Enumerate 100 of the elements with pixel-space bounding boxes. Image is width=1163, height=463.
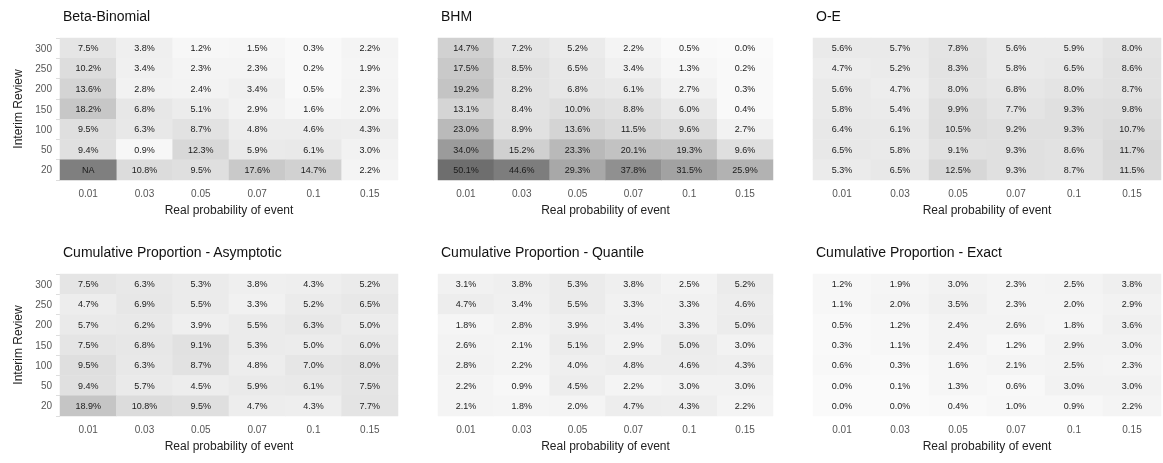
data-label: 2.1% [1005, 360, 1027, 371]
data-label: 5.6% [831, 43, 853, 54]
data-label: 8.0% [1063, 83, 1085, 94]
y-axis-title: Interim Review [11, 68, 26, 149]
data-label: 3.1% [455, 279, 477, 290]
data-label: 3.9% [567, 319, 588, 330]
data-label: 2.0% [567, 400, 588, 411]
data-label: 4.6% [734, 299, 756, 310]
data-label: 3.4% [134, 63, 155, 74]
x-tick-label: 0.03 [512, 423, 532, 435]
x-tick-label: 0.07 [623, 187, 644, 199]
data-label: 0.0% [889, 400, 911, 411]
y-tick-label: 50 [40, 380, 53, 392]
data-label: 3.8% [511, 279, 533, 290]
data-label: 8.7% [190, 124, 212, 135]
data-label: 6.3% [134, 279, 155, 290]
data-label: 9.1% [947, 144, 969, 155]
x-tick-label: 0.05 [191, 187, 211, 199]
x-tick-label: 0.1 [1067, 423, 1082, 435]
x-tick-label: 0.05 [191, 423, 211, 435]
data-label: 3.8% [1121, 279, 1143, 290]
x-tick-label: 0.1 [306, 423, 321, 435]
x-tick-label: 0.01 [832, 187, 853, 199]
y-tick-label: 100 [35, 359, 53, 371]
chart-title: Cumulative Proportion - Exact [816, 244, 1003, 260]
x-tick-label: 0.15 [1122, 187, 1143, 199]
data-label: 5.8% [889, 144, 911, 155]
data-label: 10.7% [1119, 124, 1145, 135]
chart-title: BHM [441, 8, 473, 24]
data-label: 1.2% [831, 279, 853, 290]
data-label: 2.6% [1005, 319, 1027, 330]
x-tick-label: 0.15 [735, 423, 756, 435]
data-label: 17.5% [453, 63, 479, 74]
x-tick-label: 0.05 [948, 423, 969, 435]
x-tick-label: 0.03 [890, 187, 911, 199]
data-label: 3.0% [359, 144, 381, 155]
y-tick-label: 300 [35, 278, 53, 290]
data-label: 0.4% [734, 104, 756, 114]
data-label: 1.0% [1005, 400, 1027, 411]
x-tick-label: 0.07 [247, 423, 268, 435]
data-label: 5.9% [1063, 43, 1085, 54]
data-label: 9.3% [1005, 144, 1027, 155]
chart-title: O-E [816, 8, 841, 24]
data-label: 5.3% [246, 340, 268, 350]
data-label: 4.3% [734, 360, 756, 371]
data-label: 5.0% [359, 319, 381, 330]
data-label: 10.5% [945, 124, 971, 135]
data-label: 10.2% [75, 63, 101, 74]
data-label: 5.0% [734, 319, 756, 330]
x-tick-label: 0.07 [623, 423, 644, 435]
data-label: 5.3% [190, 279, 212, 290]
x-axis-title: Real probability of event [922, 439, 1053, 453]
data-label: 0.2% [303, 63, 324, 74]
data-label: 6.0% [359, 340, 381, 350]
data-label: 9.5% [77, 124, 99, 135]
data-label: 3.8% [246, 279, 268, 290]
data-label: 3.0% [678, 380, 700, 391]
x-tick-label: 0.15 [360, 423, 380, 435]
data-label: 5.2% [734, 279, 756, 290]
x-tick-label: 0.01 [456, 423, 477, 435]
data-label: 7.5% [359, 380, 381, 391]
y-tick-label: 150 [35, 339, 53, 351]
data-label: 19.2% [453, 83, 479, 94]
data-label: 8.5% [511, 63, 533, 74]
data-label: 29.3% [564, 164, 591, 175]
data-label: 31.5% [676, 164, 703, 175]
data-label: 3.3% [246, 299, 268, 310]
data-label: 6.8% [134, 340, 155, 350]
data-label: 25.9% [732, 164, 758, 175]
data-label: 1.1% [889, 340, 911, 350]
data-label: 6.1% [303, 144, 324, 155]
data-label: 2.2% [455, 380, 477, 391]
data-label: 8.9% [511, 124, 533, 135]
y-tick-label: 250 [35, 62, 53, 74]
data-label: 4.7% [623, 400, 644, 411]
data-label: 9.1% [190, 340, 212, 350]
data-label: 5.5% [246, 319, 268, 330]
data-label: 2.8% [511, 319, 533, 330]
data-label: 5.6% [831, 83, 853, 94]
data-label: 5.5% [190, 299, 212, 310]
data-label: 7.7% [359, 400, 381, 411]
data-label: 11.5% [620, 124, 646, 135]
data-label: 14.7% [453, 43, 479, 54]
data-label: 13.6% [564, 124, 591, 135]
data-label: 2.7% [678, 83, 700, 94]
data-label: 0.5% [678, 43, 700, 54]
data-label: 2.0% [359, 104, 381, 114]
data-label: 2.5% [1063, 279, 1085, 290]
data-label: 6.1% [303, 380, 324, 391]
data-label: 11.7% [1119, 144, 1145, 155]
data-label: 6.9% [134, 299, 155, 310]
data-label: 4.3% [678, 400, 700, 411]
data-label: 6.3% [134, 124, 155, 135]
data-label: 0.1% [889, 380, 911, 391]
data-label: 1.9% [889, 279, 911, 290]
data-label: 2.2% [359, 164, 381, 175]
chart-title: Cumulative Proportion - Quantile [441, 244, 645, 260]
data-label: 3.0% [947, 279, 969, 290]
x-axis-title: Real probability of event [541, 203, 671, 217]
data-label: 10.8% [131, 164, 158, 175]
